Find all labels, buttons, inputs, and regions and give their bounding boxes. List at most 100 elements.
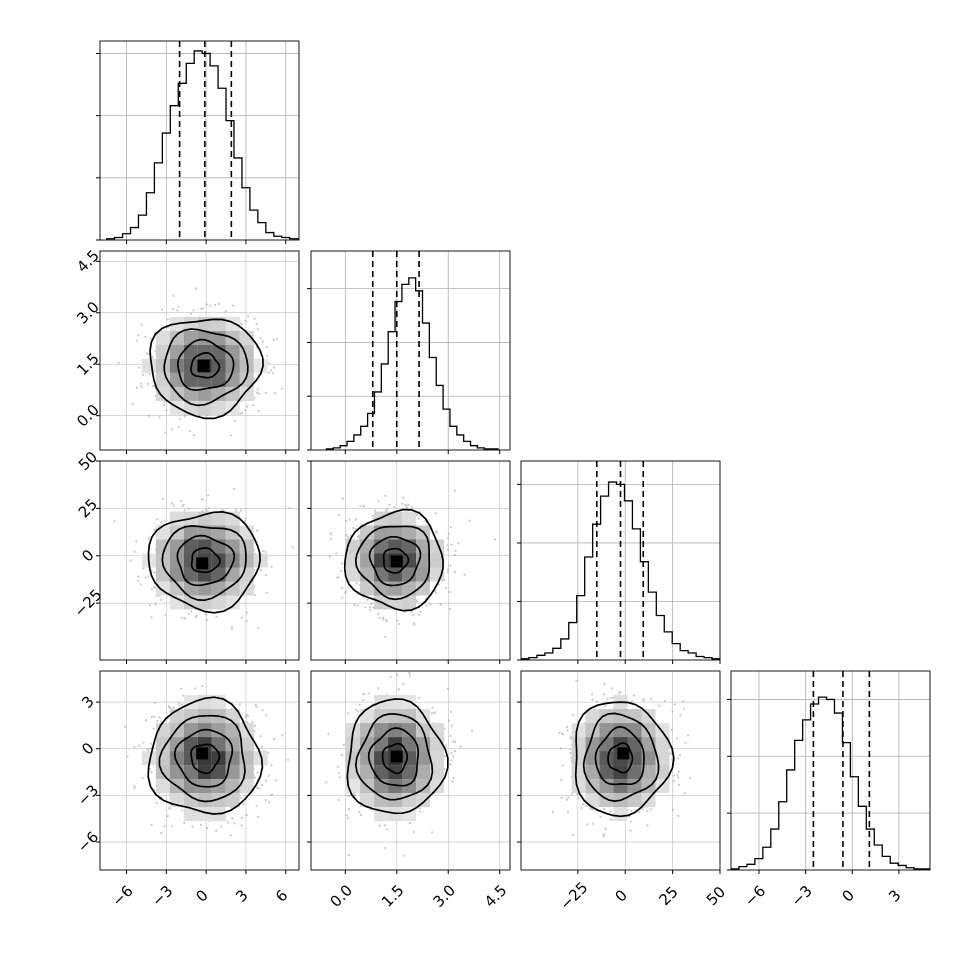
contour-line xyxy=(190,743,221,775)
density-cell xyxy=(430,751,445,766)
density-cell xyxy=(571,737,586,752)
hist-panel-2 xyxy=(517,460,721,664)
contour-line xyxy=(574,701,675,818)
panel-frame xyxy=(520,670,721,871)
density-cell xyxy=(388,539,403,554)
density-cell xyxy=(155,737,170,752)
density-cell xyxy=(599,765,614,780)
density-cell xyxy=(141,751,156,766)
density-cell xyxy=(402,595,417,610)
x-tick-label: 6 xyxy=(272,886,291,905)
panel-frame xyxy=(99,250,300,451)
density-cell xyxy=(155,386,170,401)
hist-panel-3 xyxy=(727,670,931,874)
density-cell xyxy=(183,779,198,794)
density-cell xyxy=(225,525,240,540)
density-cell xyxy=(585,765,600,780)
x-tick-label: 4.5 xyxy=(481,881,511,911)
density-cell xyxy=(388,567,403,582)
density-peak xyxy=(196,557,209,570)
density-peak xyxy=(390,555,403,568)
density-cell xyxy=(197,344,212,359)
density-cell xyxy=(225,765,240,780)
density-cell xyxy=(211,372,226,387)
x-tick-label: 25 xyxy=(656,883,682,909)
density-cell xyxy=(211,400,226,415)
density-cell xyxy=(402,511,417,526)
density-cell xyxy=(169,553,184,568)
density-cell xyxy=(155,525,170,540)
density-cell xyxy=(599,709,614,724)
density-cell xyxy=(627,709,642,724)
density-cell xyxy=(360,793,375,808)
contour-line xyxy=(354,525,431,601)
density-cell xyxy=(641,765,656,780)
contour-line xyxy=(594,725,645,786)
scatter-panel-0-1 xyxy=(96,250,300,454)
density-cell xyxy=(360,751,375,766)
density-cell xyxy=(374,751,389,766)
density-cell xyxy=(599,723,614,738)
panel-content xyxy=(521,671,720,870)
scatter-panel-1-3 xyxy=(307,670,511,874)
density-cell xyxy=(211,595,226,610)
density-cell xyxy=(360,765,375,780)
density-cell xyxy=(169,344,184,359)
x-tick-label: 1.5 xyxy=(378,881,408,911)
y-tick-label: 0 xyxy=(78,546,97,565)
density-cell xyxy=(416,581,431,596)
density-cell xyxy=(402,751,417,766)
density-cell xyxy=(416,779,431,794)
density-cell xyxy=(627,779,642,794)
density-cell xyxy=(613,723,628,738)
density-cell xyxy=(585,709,600,724)
contour-line xyxy=(368,535,422,587)
density-cell xyxy=(169,595,184,610)
y-tick-label: 1.5 xyxy=(73,349,103,379)
scatter-panel-0-3 xyxy=(96,670,300,874)
panel-content xyxy=(311,671,510,870)
density-cell xyxy=(571,723,586,738)
density-cell xyxy=(402,723,417,738)
density-cell xyxy=(613,807,628,822)
contour-line xyxy=(190,547,221,574)
panel-frame xyxy=(310,670,511,871)
density-cell xyxy=(388,709,403,724)
density-cell xyxy=(225,581,240,596)
x-tick-label: 3.0 xyxy=(429,881,459,911)
density-cell xyxy=(613,709,628,724)
density-cell xyxy=(183,553,198,568)
density-cell xyxy=(211,344,226,359)
contour-line xyxy=(163,328,249,407)
hist-steps-3 xyxy=(731,696,930,870)
density-cell xyxy=(211,581,226,596)
x-tick-label: 3 xyxy=(885,886,904,905)
density-cell xyxy=(627,751,642,766)
density-cell xyxy=(388,581,403,596)
density-cell xyxy=(239,330,254,345)
hist-frame-1 xyxy=(310,250,511,451)
density-cell xyxy=(655,779,670,794)
density-cell xyxy=(197,595,212,610)
density-cell xyxy=(225,539,240,554)
density-cell xyxy=(239,779,254,794)
hist-frame-3 xyxy=(730,670,931,871)
density-cell xyxy=(346,737,361,752)
density-cell xyxy=(169,330,184,345)
y-tick-label: 25 xyxy=(75,495,101,521)
density-cell xyxy=(211,386,226,401)
x-tick-label: −3 xyxy=(148,882,176,910)
density-cell xyxy=(571,779,586,794)
density-cell xyxy=(239,765,254,780)
density-cell xyxy=(169,751,184,766)
density-cell xyxy=(197,567,212,582)
density-cell xyxy=(374,723,389,738)
density-cell xyxy=(239,737,254,752)
density-cell xyxy=(641,751,656,766)
density-cell xyxy=(169,581,184,596)
density-cell xyxy=(183,372,198,387)
x-tick-label: 0 xyxy=(192,886,211,905)
contour-line xyxy=(147,696,264,815)
hist-frame-2 xyxy=(520,460,721,661)
